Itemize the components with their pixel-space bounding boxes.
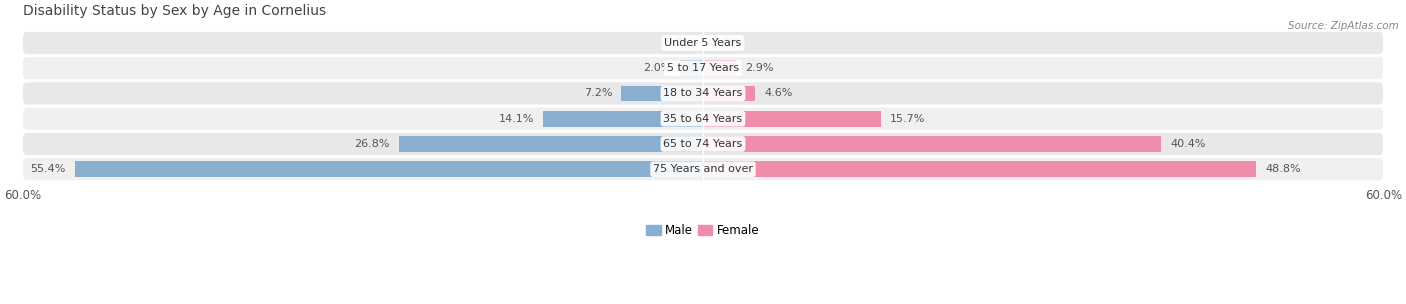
Text: 18 to 34 Years: 18 to 34 Years	[664, 88, 742, 98]
Bar	[681, 60, 703, 76]
Text: 15.7%: 15.7%	[890, 114, 925, 124]
Text: 75 Years and over: 75 Years and over	[652, 164, 754, 174]
Text: 2.0%: 2.0%	[643, 63, 671, 73]
Text: Under 5 Years: Under 5 Years	[665, 38, 741, 48]
Text: 26.8%: 26.8%	[354, 139, 389, 149]
Bar	[621, 86, 703, 101]
Bar	[703, 60, 735, 76]
FancyBboxPatch shape	[22, 57, 1384, 79]
Bar	[703, 136, 1161, 152]
Bar	[703, 86, 755, 101]
Text: 40.4%: 40.4%	[1170, 139, 1205, 149]
FancyBboxPatch shape	[22, 158, 1384, 180]
Text: 55.4%: 55.4%	[31, 164, 66, 174]
FancyBboxPatch shape	[22, 82, 1384, 105]
Text: 65 to 74 Years: 65 to 74 Years	[664, 139, 742, 149]
FancyBboxPatch shape	[22, 32, 1384, 54]
Legend: Male, Female: Male, Female	[641, 219, 765, 242]
Text: Source: ZipAtlas.com: Source: ZipAtlas.com	[1288, 21, 1399, 31]
Text: 14.1%: 14.1%	[499, 114, 534, 124]
Text: 2.9%: 2.9%	[745, 63, 773, 73]
Bar	[703, 161, 1257, 177]
Text: Disability Status by Sex by Age in Cornelius: Disability Status by Sex by Age in Corne…	[22, 4, 326, 18]
Bar	[543, 111, 703, 126]
Text: 7.2%: 7.2%	[583, 88, 612, 98]
Text: 48.8%: 48.8%	[1265, 164, 1301, 174]
Text: 0.0%: 0.0%	[665, 38, 695, 48]
Bar	[703, 111, 882, 126]
Text: 35 to 64 Years: 35 to 64 Years	[664, 114, 742, 124]
Text: 4.6%: 4.6%	[765, 88, 793, 98]
Bar	[399, 136, 703, 152]
Bar	[75, 161, 703, 177]
FancyBboxPatch shape	[22, 133, 1384, 155]
Text: 0.0%: 0.0%	[711, 38, 741, 48]
Text: 5 to 17 Years: 5 to 17 Years	[666, 63, 740, 73]
FancyBboxPatch shape	[22, 108, 1384, 130]
